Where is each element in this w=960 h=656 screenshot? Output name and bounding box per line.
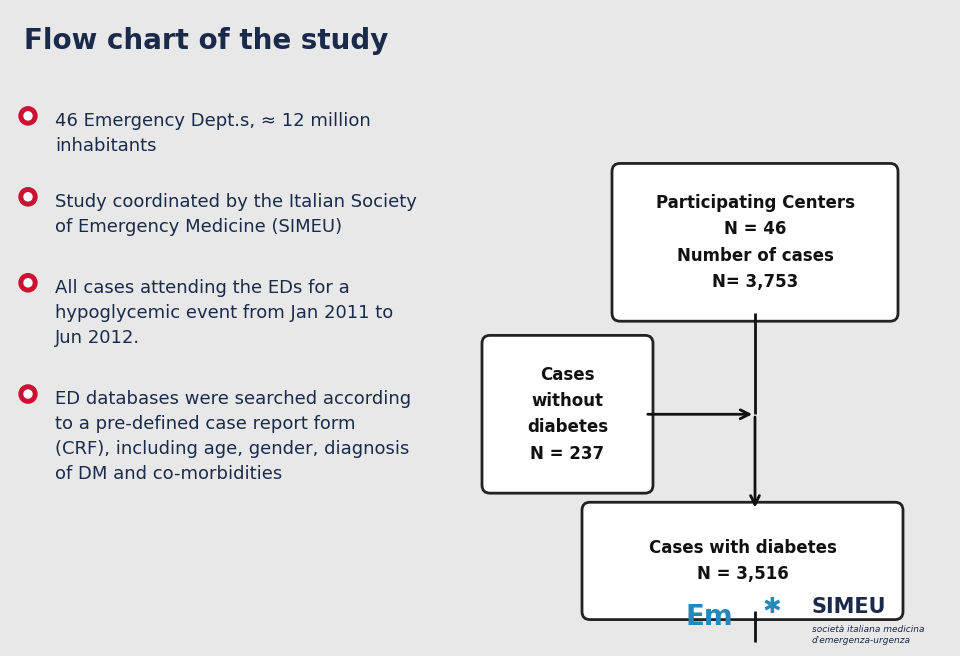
Text: 46 Emergency Dept.s, ≈ 12 million
inhabitants: 46 Emergency Dept.s, ≈ 12 million inhabi… <box>55 112 371 155</box>
Text: Em: Em <box>685 603 733 630</box>
FancyBboxPatch shape <box>612 163 898 321</box>
Circle shape <box>24 112 32 120</box>
FancyBboxPatch shape <box>482 335 653 493</box>
Text: Study coordinated by the Italian Society
of Emergency Medicine (SIMEU): Study coordinated by the Italian Society… <box>55 193 417 236</box>
Text: Flow chart of the study: Flow chart of the study <box>24 28 389 56</box>
Circle shape <box>19 107 37 125</box>
Text: Cases with diabetes
N = 3,516: Cases with diabetes N = 3,516 <box>649 539 836 583</box>
Text: SIMEU: SIMEU <box>812 597 886 617</box>
Text: Participating Centers
N = 46
Number of cases
N= 3,753: Participating Centers N = 46 Number of c… <box>656 194 854 291</box>
Circle shape <box>24 193 32 201</box>
Circle shape <box>19 274 37 292</box>
Circle shape <box>24 279 32 287</box>
Text: ED databases were searched according
to a pre-defined case report form
(CRF), in: ED databases were searched according to … <box>55 390 411 483</box>
Circle shape <box>19 385 37 403</box>
FancyBboxPatch shape <box>582 502 903 619</box>
Text: ✱: ✱ <box>762 597 780 617</box>
Text: Cases
without
diabetes
N = 237: Cases without diabetes N = 237 <box>527 365 608 463</box>
Text: società italiana medicina
d'emergenza-urgenza: società italiana medicina d'emergenza-ur… <box>812 625 924 645</box>
Text: All cases attending the EDs for a
hypoglycemic event from Jan 2011 to
Jun 2012.: All cases attending the EDs for a hypogl… <box>55 279 394 347</box>
Circle shape <box>24 390 32 398</box>
Circle shape <box>19 188 37 206</box>
